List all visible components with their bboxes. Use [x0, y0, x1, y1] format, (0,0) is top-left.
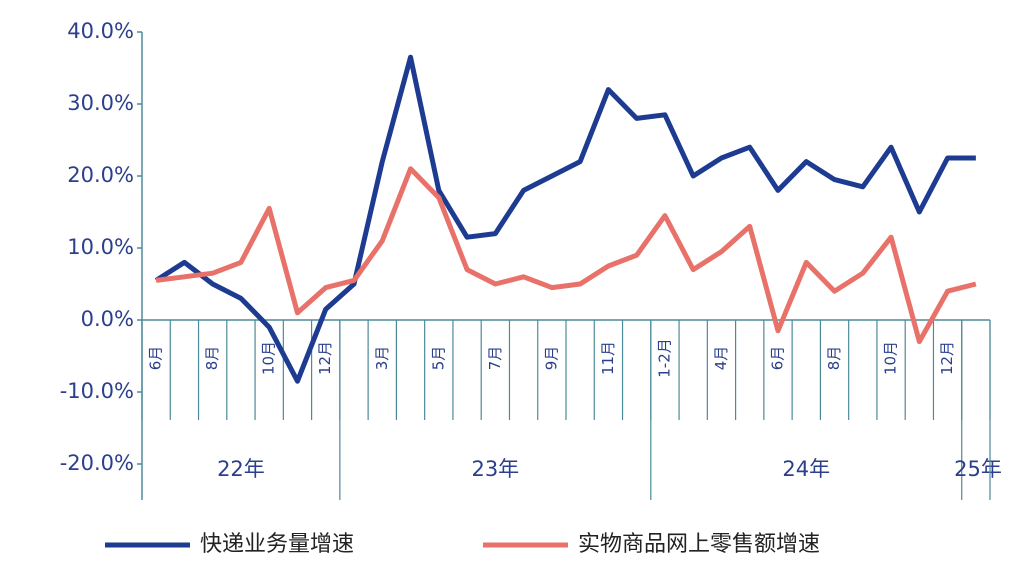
x-group-label: 24年 [782, 457, 830, 481]
x-tick-label: 5月 [429, 346, 447, 371]
x-tick-label: 7月 [486, 346, 504, 371]
x-group-label: 23年 [471, 457, 519, 481]
y-tick-label: 30.0% [67, 91, 134, 115]
x-tick-label: 10月 [882, 341, 900, 375]
y-tick-label: -10.0% [60, 379, 134, 403]
x-group-label: 22年 [217, 457, 265, 481]
y-tick-label: 10.0% [67, 235, 134, 259]
x-tick-label: 6月 [769, 346, 787, 371]
y-tick-label: 0.0% [81, 307, 134, 331]
x-tick-label: 8月 [203, 346, 221, 371]
x-tick-label: 12月 [316, 341, 334, 375]
x-group-label: 25年 [954, 457, 1002, 481]
x-tick-label: 3月 [373, 346, 391, 371]
series-line [154, 54, 976, 384]
x-tick-label: 6月 [147, 346, 165, 371]
series-line [155, 166, 977, 345]
x-tick-label: 11月 [599, 341, 617, 375]
x-tick-label: 9月 [542, 346, 560, 371]
x-tick-label: 12月 [938, 341, 956, 375]
x-tick-label: 1-2月 [655, 338, 673, 378]
x-tick-label: 10月 [260, 341, 278, 375]
x-tick-label: 4月 [712, 346, 730, 371]
y-tick-label: 40.0% [67, 19, 134, 43]
legend-label: 实物商品网上零售额增速 [578, 532, 820, 557]
legend-label: 快递业务量增速 [200, 532, 354, 557]
y-tick-label: -20.0% [60, 451, 134, 475]
y-tick-label: 20.0% [67, 163, 134, 187]
x-tick-label: 8月 [825, 346, 843, 371]
